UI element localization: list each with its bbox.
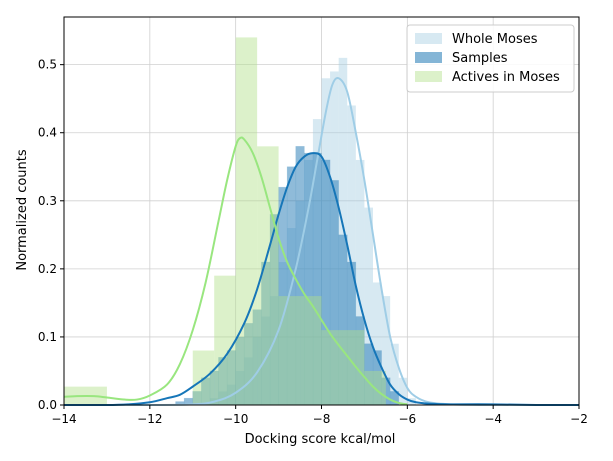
y-tick-label: 0.3: [38, 194, 57, 208]
x-tick-label: −10: [223, 412, 248, 426]
y-tick-label: 0.2: [38, 262, 57, 276]
x-tick-label: −8: [313, 412, 331, 426]
x-axis-label: Docking score kcal/mol: [245, 432, 396, 447]
legend-swatch: [415, 52, 442, 63]
legend-swatch: [415, 71, 442, 82]
histogram-bar: [373, 282, 382, 405]
x-tick-label: −4: [484, 412, 502, 426]
x-tick-label: −12: [137, 412, 162, 426]
kde-curve-samples: [63, 152, 580, 407]
histogram-bar: [338, 57, 348, 406]
y-tick-label: 0.1: [38, 330, 57, 344]
kde-curves: [63, 76, 580, 407]
histogram-bar: [342, 330, 365, 405]
histogram-bar: [364, 207, 373, 405]
y-tick-label: 0.5: [38, 58, 57, 72]
histogram-bar: [257, 146, 279, 406]
legend-label: Whole Moses: [452, 32, 538, 47]
y-tick-label: 0.4: [38, 126, 57, 140]
x-tick-label: −6: [398, 412, 416, 426]
legend-label: Samples: [452, 51, 508, 66]
histogram-bar: [321, 330, 343, 405]
legend-box: [406, 24, 575, 93]
legend-swatch: [415, 33, 442, 44]
histogram-bar: [347, 105, 356, 406]
histogram-bar: [192, 350, 215, 405]
kde-curve-whole-moses: [63, 76, 580, 407]
histogram-bar: [214, 275, 236, 405]
y-axis-label: Normalized counts: [15, 149, 30, 271]
x-tick-label: −2: [570, 412, 588, 426]
histogram-bar: [381, 296, 391, 405]
histogram-bar: [278, 296, 301, 405]
histogram-bar: [398, 377, 408, 405]
chart-legend: Whole Moses Samples Actives in Moses: [406, 24, 575, 93]
x-tick-label: −14: [51, 412, 76, 426]
y-tick-label: 0.0: [38, 398, 57, 412]
kde-curve-actives-in-moses: [63, 136, 408, 406]
legend-label: Actives in Moses: [452, 70, 560, 85]
histogram-bar: [300, 296, 322, 405]
histogram-bar: [390, 343, 399, 405]
histogram-bar: [235, 37, 258, 405]
axes: −14 −12 −10 −8 −6 −4 −2 0.0 0.1 0.2 0.3 0.4 0.5: [38, 16, 588, 426]
histogram-bar: [355, 159, 365, 405]
